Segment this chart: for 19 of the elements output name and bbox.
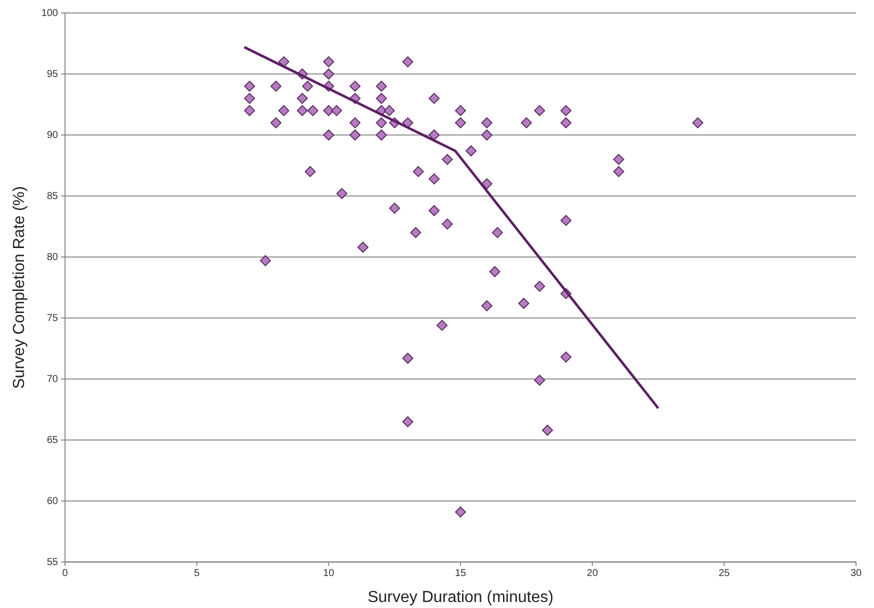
y-tick-label: 95 (46, 69, 58, 80)
y-tick-label: 100 (41, 8, 58, 20)
x-tick-label: 5 (194, 568, 200, 580)
y-tick-label: 55 (46, 557, 58, 568)
x-tick-label: 25 (718, 568, 730, 580)
x-tick-label: 10 (323, 568, 335, 580)
y-tick-label: 70 (46, 374, 58, 386)
x-axis-title: Survey Duration (minutes) (368, 589, 554, 606)
x-tick-label: 0 (62, 568, 68, 580)
y-tick-label: 90 (46, 130, 58, 142)
y-tick-label: 80 (46, 252, 58, 264)
x-tick-label: 15 (454, 568, 466, 580)
y-axis-title: Survey Completion Rate (%) (11, 186, 28, 389)
y-tick-label: 75 (46, 313, 58, 324)
x-tick-label: 30 (850, 568, 862, 580)
x-tick-label: 20 (586, 568, 598, 580)
y-tick-label: 65 (46, 435, 58, 446)
y-tick-label: 85 (46, 191, 58, 202)
y-tick-label: 60 (46, 496, 58, 508)
